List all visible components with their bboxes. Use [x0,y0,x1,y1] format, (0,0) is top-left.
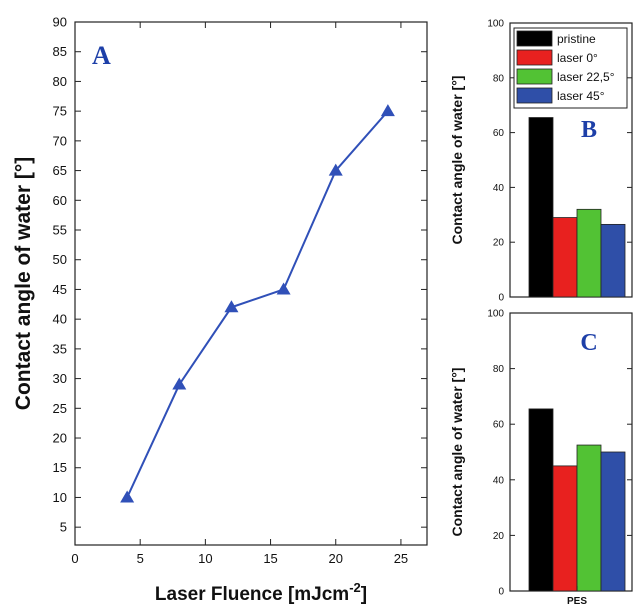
series-line [126,110,389,498]
y-tick-label: 20 [53,431,67,446]
legend-swatch [516,49,553,66]
legend-label: laser 22,5° [557,70,615,84]
chart-a: 0 5 10 15 20 25 5 10 15 20 25 30 35 40 45 50 55 60 65 70 75 8… [12,15,428,605]
panel-label-b: B [581,117,597,143]
legend-swatch [516,87,553,104]
bar-laser-45- [600,451,626,592]
y-tick-label: 50 [53,252,67,267]
y-tick-label: 80 [493,73,505,84]
y-tick-label: 60 [53,193,67,208]
x-axis-label-main: Laser Fluence [mJcm [155,584,349,605]
data-point [172,377,187,390]
y-tick-label: 10 [53,490,67,505]
x-axis-label: Laser Fluence [mJcm-2] [155,580,367,605]
y-tick-label: 55 [53,223,67,238]
y-tick-label: 40 [493,475,505,486]
legend-swatch [516,30,553,47]
bar-pristine [528,117,554,298]
bar-pristine [528,408,554,592]
panel-label-c: C [580,330,597,356]
y-tick-label: 0 [498,587,504,598]
data-point [224,300,239,313]
y-tick-label: 40 [53,312,67,327]
y-tick-label: 15 [53,460,67,475]
legend-label: laser 0° [557,51,598,65]
legend-label: laser 45° [557,89,605,103]
x-category-label: PES [567,596,587,607]
y-axis-label: Contact angle of water [°] [449,368,465,537]
data-point [276,282,291,295]
x-axis-label-superscript: -2 [349,580,361,595]
x-tick-label: 20 [329,551,343,566]
y-tick-label: 25 [53,401,67,416]
panel-label-a: A [92,41,111,70]
data-point [328,163,343,176]
chart-c: 0 20 40 60 80 100 C Contact angle of water [°] P… [449,309,633,607]
x-tick-label: 0 [71,551,78,566]
y-tick-label: 85 [53,44,67,59]
y-tick-label: 30 [53,371,67,386]
y-tick-label: 70 [53,133,67,148]
y-tick-label: 35 [53,341,67,356]
bar-laser-22-5- [576,208,602,298]
bar-laser-0- [552,465,578,592]
data-point [120,490,135,503]
chart-b: 0 20 40 60 80 100 B Contact angle of water [°] p… [449,19,633,304]
data-point [380,104,395,117]
x-tick-label: 15 [263,551,277,566]
bar-laser-22-5- [576,444,602,592]
legend-label: pristine [557,32,596,46]
y-tick-label: 45 [53,282,67,297]
y-tick-label: 20 [493,238,505,249]
x-axis-label-end: ] [361,584,367,605]
bar-laser-45- [600,223,626,298]
y-tick-label: 20 [493,531,505,542]
x-tick-label: 25 [394,551,408,566]
y-tick-label: 100 [487,19,504,30]
x-tick-label: 5 [137,551,144,566]
x-tick-label: 10 [198,551,212,566]
y-tick-label: 100 [487,309,504,320]
y-tick-label: 60 [493,420,505,431]
y-tick-label: 40 [493,183,505,194]
bar-laser-0- [552,217,578,298]
y-tick-label: 80 [53,74,67,89]
legend-swatch [516,68,553,85]
plot-frame [74,21,428,546]
y-tick-label: 90 [53,15,67,30]
y-axis-label: Contact angle of water [°] [12,157,35,410]
y-tick-label: 5 [60,520,67,535]
y-tick-label: 0 [498,293,504,304]
y-tick-label: 65 [53,163,67,178]
y-tick-label: 75 [53,104,67,119]
y-axis-label: Contact angle of water [°] [449,76,465,245]
y-tick-label: 60 [493,128,505,139]
y-tick-label: 80 [493,364,505,375]
